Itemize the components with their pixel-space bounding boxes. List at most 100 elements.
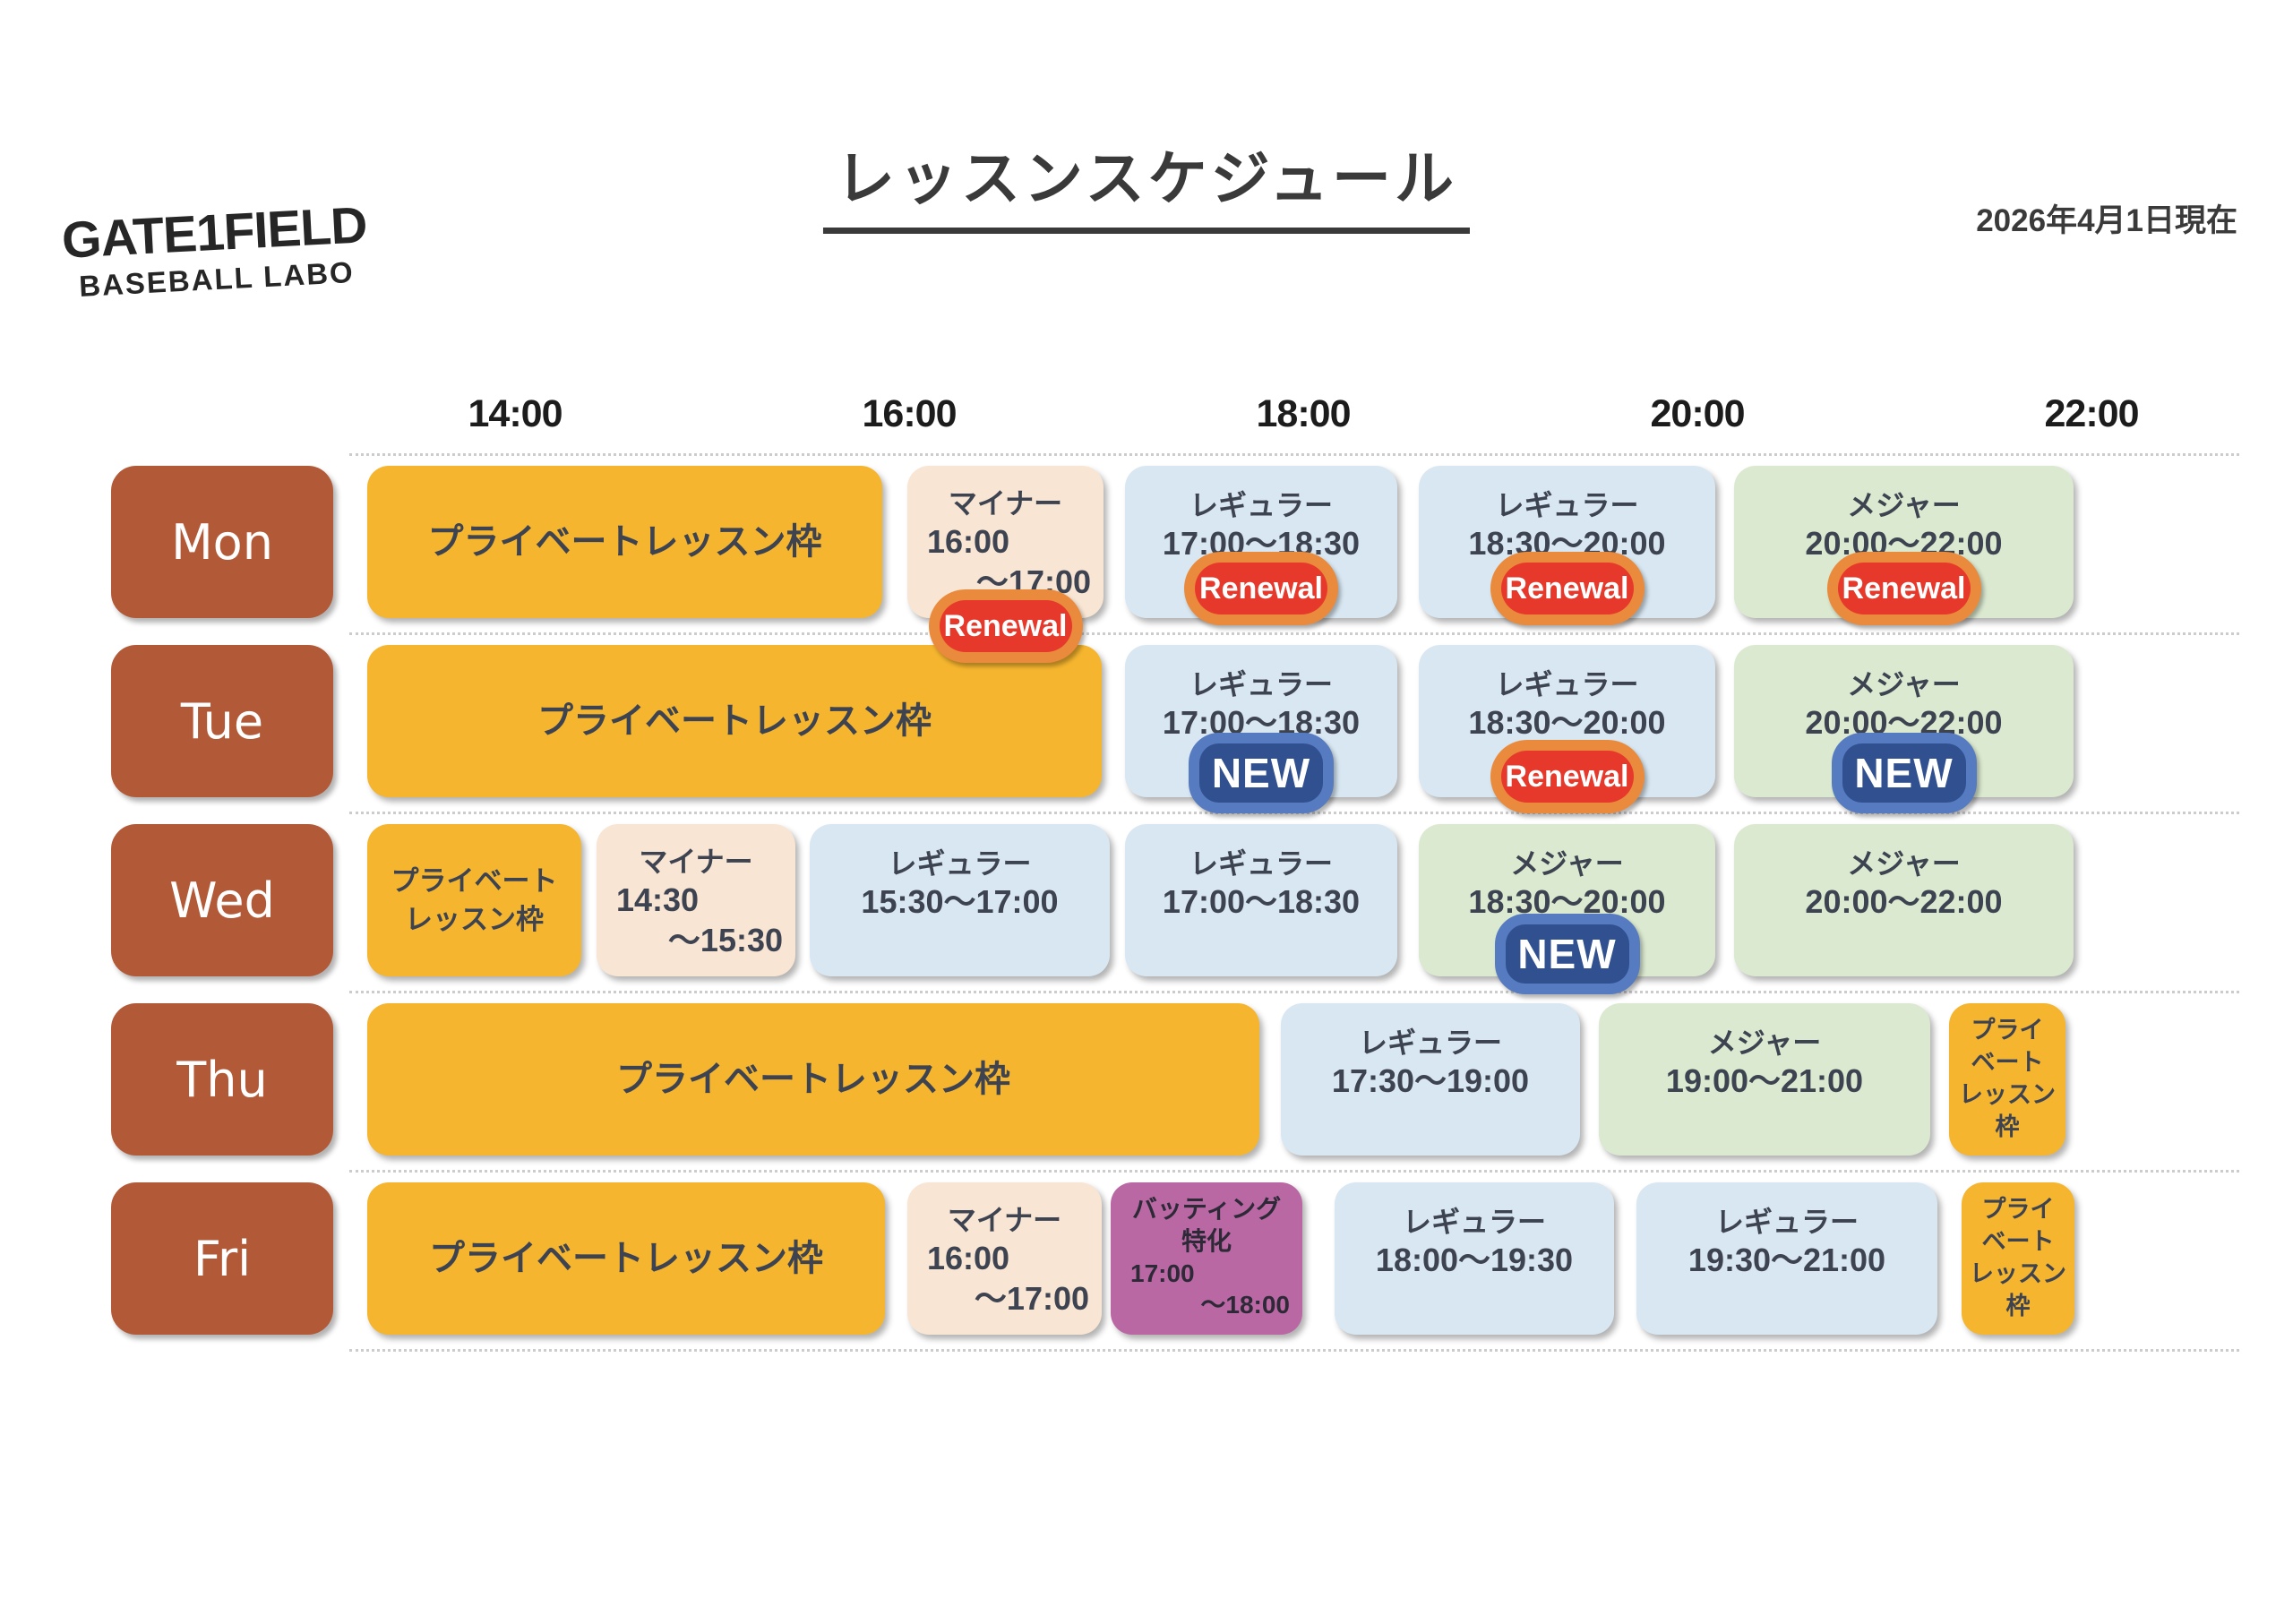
event-private: プライベートレッスン枠 bbox=[367, 824, 581, 976]
event-regular: レギュラー 17:00〜18:30 Renewal bbox=[1125, 466, 1397, 625]
logo: GATE1FIELD BASEBALL LABO bbox=[61, 196, 370, 303]
badge-label: NEW bbox=[1505, 924, 1629, 984]
time-label: 20:00 bbox=[1650, 392, 1746, 435]
page-title: レッスンスケジュール bbox=[822, 131, 1471, 234]
badge-label: Renewal bbox=[1837, 563, 1971, 614]
event-major: メジャー 19:00〜21:00 bbox=[1599, 1003, 1930, 1156]
event-batting: バッティング 特化 17:00 〜18:00 bbox=[1111, 1182, 1302, 1335]
event-text: メジャー bbox=[1707, 1027, 1822, 1059]
event-text: 19:30〜21:00 bbox=[1688, 1242, 1886, 1278]
event-text: ベート bbox=[1981, 1228, 2055, 1256]
event-private: プライベートレッスン枠 bbox=[1962, 1182, 2074, 1335]
event-text: 17:30〜19:00 bbox=[1331, 1062, 1530, 1099]
event-text: プライベートレッスン枠 bbox=[616, 1060, 1010, 1099]
event-text: レッスン bbox=[1970, 1260, 2066, 1287]
event-text: レギュラー bbox=[888, 847, 1032, 880]
event-text: 〜15:30 bbox=[667, 922, 783, 958]
event-minor: マイナー 14:30 〜15:30 bbox=[597, 824, 795, 976]
event-regular: レギュラー 17:30〜19:00 bbox=[1281, 1003, 1580, 1156]
event-text: レッスン bbox=[1959, 1081, 2056, 1108]
day-label-fri: Fri bbox=[111, 1182, 333, 1335]
event-regular: レギュラー 17:00〜18:30 bbox=[1125, 824, 1397, 976]
event-text: メジャー bbox=[1510, 847, 1624, 880]
event-text: ベート bbox=[1971, 1049, 2044, 1077]
time-label: 22:00 bbox=[2044, 392, 2140, 435]
badge-label: NEW bbox=[1842, 743, 1966, 803]
event-text: レッスン枠 bbox=[405, 904, 544, 935]
event-text: プライベートレッスン枠 bbox=[537, 701, 932, 741]
event-text: レギュラー bbox=[1358, 1027, 1502, 1059]
event-text: プライ bbox=[1981, 1196, 2055, 1224]
event-text: レギュラー bbox=[1714, 1206, 1859, 1238]
row-separator bbox=[349, 1349, 2239, 1352]
event-private: プライベートレッスン枠 bbox=[367, 1003, 1259, 1156]
event-minor: マイナー 16:00 〜17:00 bbox=[907, 1182, 1102, 1335]
event-text: プライ bbox=[1971, 1017, 2044, 1044]
event-private: プライベートレッスン枠 bbox=[367, 645, 1102, 797]
event-text: メジャー bbox=[1847, 668, 1961, 700]
event-text: マイナー bbox=[639, 846, 753, 878]
event-text: レギュラー bbox=[1189, 489, 1333, 521]
event-regular: レギュラー 19:30〜21:00 bbox=[1636, 1182, 1937, 1335]
time-label: 14:00 bbox=[468, 392, 563, 435]
row-separator bbox=[349, 632, 2239, 635]
event-regular: レギュラー 17:00〜18:30 NEW bbox=[1125, 645, 1397, 813]
day-label-wed: Wed bbox=[111, 824, 333, 976]
event-text: 15:30〜17:00 bbox=[861, 883, 1059, 920]
badge-label: Renewal bbox=[1500, 751, 1634, 803]
renewal-badge: Renewal bbox=[1490, 552, 1645, 625]
event-private: プライベートレッスン枠 bbox=[367, 1182, 885, 1335]
event-text: 16:00 bbox=[927, 523, 1010, 560]
event-major: メジャー 20:00〜22:00 Renewal bbox=[1734, 466, 2074, 625]
event-text: 17:00〜18:30 bbox=[1162, 883, 1361, 920]
row-separator bbox=[349, 1170, 2239, 1173]
event-text: 〜17:00 bbox=[974, 1280, 1089, 1317]
event-minor: マイナー 16:00 〜17:00 Renewal bbox=[907, 466, 1104, 663]
event-private: プライベートレッスン枠 bbox=[367, 466, 882, 618]
event-text: 〜18:00 bbox=[1200, 1291, 1290, 1319]
new-badge: NEW bbox=[1189, 733, 1334, 813]
date-note: 2026年4月1日現在 bbox=[1976, 203, 2237, 238]
event-text: 20:00〜22:00 bbox=[1805, 883, 2003, 920]
day-label-tue: Tue bbox=[111, 645, 333, 797]
event-private: プライベートレッスン枠 bbox=[1949, 1003, 2065, 1156]
event-text: バッティング bbox=[1131, 1195, 1282, 1223]
event-text: メジャー bbox=[1847, 489, 1961, 521]
badge-label: Renewal bbox=[1195, 563, 1327, 614]
event-text: マイナー bbox=[947, 1204, 1062, 1236]
badge-label: Renewal bbox=[939, 600, 1072, 652]
event-text: プライベート bbox=[391, 864, 558, 897]
event-text: レギュラー bbox=[1495, 668, 1639, 700]
event-text: レギュラー bbox=[1189, 847, 1333, 880]
event-text: レギュラー bbox=[1189, 668, 1333, 700]
event-text: 18:00〜19:30 bbox=[1375, 1242, 1574, 1278]
renewal-badge: Renewal bbox=[1826, 552, 1981, 625]
event-text: 特化 bbox=[1181, 1226, 1232, 1255]
event-text: 枠 bbox=[1995, 1113, 2020, 1140]
event-regular: レギュラー 15:30〜17:00 bbox=[810, 824, 1110, 976]
event-text: プライベートレッスン枠 bbox=[427, 522, 822, 562]
event-text: レギュラー bbox=[1402, 1206, 1546, 1238]
event-text: 19:00〜21:00 bbox=[1665, 1062, 1864, 1099]
row-separator bbox=[349, 453, 2239, 456]
event-text: レギュラー bbox=[1495, 489, 1639, 521]
event-major: メジャー 20:00〜22:00 NEW bbox=[1734, 645, 2074, 813]
new-badge: NEW bbox=[1831, 733, 1977, 813]
badge-label: NEW bbox=[1199, 743, 1323, 803]
event-regular: レギュラー 18:30〜20:00 Renewal bbox=[1419, 466, 1715, 625]
badge-label: Renewal bbox=[1500, 563, 1634, 614]
event-regular: レギュラー 18:30〜20:00 Renewal bbox=[1419, 645, 1715, 813]
new-badge: NEW bbox=[1494, 914, 1640, 994]
event-text: マイナー bbox=[948, 487, 1063, 520]
event-text: プライベートレッスン枠 bbox=[429, 1239, 823, 1278]
event-text: 14:30 bbox=[616, 881, 700, 918]
event-text: 17:00 bbox=[1130, 1259, 1195, 1287]
day-label-mon: Mon bbox=[111, 466, 333, 618]
event-regular: レギュラー 18:00〜19:30 bbox=[1335, 1182, 1614, 1335]
event-text: 16:00 bbox=[927, 1240, 1010, 1276]
event-major: メジャー 18:30〜20:00 NEW bbox=[1419, 824, 1715, 994]
day-label-thu: Thu bbox=[111, 1003, 333, 1156]
renewal-badge: Renewal bbox=[1490, 740, 1645, 813]
event-text: 18:30〜20:00 bbox=[1468, 704, 1666, 741]
